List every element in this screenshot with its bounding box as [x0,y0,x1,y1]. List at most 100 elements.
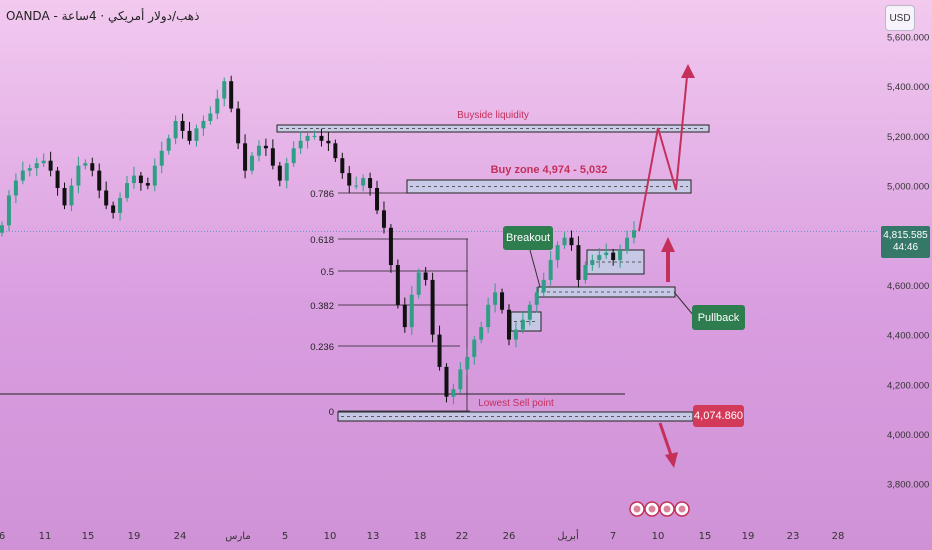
candle-body [430,279,435,335]
fib-level-label: 0.786 [310,189,334,200]
time-tick-label: 10 [324,531,337,542]
candle-body [361,178,366,186]
time-tick-label: 19 [128,531,141,542]
candle-body [354,185,359,187]
candle-body [402,304,407,328]
candle-body [201,120,206,129]
time-tick-label: مارس [225,531,250,542]
projection-path [638,65,689,232]
candle-body [76,165,81,186]
candle-body [562,237,567,246]
time-tick-label: 23 [787,531,800,542]
candle-body [0,225,4,233]
candle-body [55,170,60,189]
economic-event-flag-icon [678,505,686,513]
candle-body [284,163,289,181]
candle-body [381,210,386,228]
candle-body [527,304,532,320]
candle-body [118,197,123,213]
time-tick-label: 10 [652,531,665,542]
current-price-badge: 4,815.585 44:46 [881,226,930,258]
candle-body [479,327,484,340]
economic-event-flag-icon [633,505,641,513]
candle-body [243,143,248,171]
pullback-zone [537,286,676,298]
candle-body [27,168,32,171]
candle-body [465,356,470,370]
candle-body [208,113,213,121]
candle-body [472,339,477,357]
time-tick-label: 24 [174,531,187,542]
breakout-callout: Breakout [503,226,553,250]
time-tick-label: 5 [282,531,288,542]
candle-body [222,81,227,99]
candle-body [97,170,102,191]
economic-event-flag-icon [663,505,671,513]
time-tick-label: 19 [742,531,755,542]
price-tick-label: 4,400.000 [887,331,929,342]
candle-body [618,250,623,261]
lowest-sell-label: Lowest Sell point [478,398,554,409]
pullback-callout: Pullback [692,305,745,330]
currency-button[interactable]: USD [885,5,915,31]
candle-body [548,260,553,280]
candle-body [444,366,449,397]
time-tick-label: 15 [699,531,712,542]
candle-body [215,98,220,114]
candle-body [319,135,324,141]
symbol-title[interactable]: OANDA - ذهب/دولار أمريكي · 4ساعة [6,9,200,23]
time-tick-label: 13 [367,531,380,542]
candle-body [13,180,18,196]
candle-body [159,150,164,166]
time-tick-label: 28 [832,531,845,542]
candle-body [597,255,602,261]
time-axis[interactable]: 6 11 15 19 24 مارس 5 10 13 18 22 26 أبريل 7 10 15 19 23 28 [0,522,878,550]
candle-body [62,188,67,206]
price-tick-label: 4,200.000 [887,380,929,391]
current-price-value: 4,815.585 [883,230,928,241]
candle-body [368,178,373,189]
price-tick-label: 5,600.000 [887,33,929,44]
candle-body [250,155,255,171]
candle-body [125,183,130,198]
price-axis[interactable]: 5,600.000 5,400.000 5,200.000 5,000.000 4,60… [878,0,932,522]
breakout-connector [529,249,541,288]
fib-level-label: 0.618 [310,235,334,246]
candle-body [493,292,498,305]
chart-plot-area[interactable]: 0.786 0.618 0.5 0.382 0.236 0 Buyside liquidit… [0,0,878,522]
lowest-price-badge: 4,074.860 [693,405,744,427]
buyside-liquidity-label: Buyside liquidity [457,110,529,121]
time-tick-label: 7 [610,531,616,542]
candle-body [326,140,331,144]
candle-body [486,304,491,328]
candle-body [333,143,338,159]
price-tick-label: 4,600.000 [887,281,929,292]
candle-body [173,120,178,139]
candle-body [291,148,296,164]
candle-body [604,252,609,256]
candle-body [145,183,150,186]
bearish-arrowhead [665,452,678,468]
candle-body [194,128,199,141]
candle-body [312,135,317,137]
candle-body [340,158,345,174]
candle-body [236,108,241,144]
time-tick-label: أبريل [557,529,579,542]
candle-body [458,369,463,390]
bullish-arrowhead [661,237,675,252]
candle-body [69,185,74,206]
candle-body [166,138,171,151]
candle-body [83,163,88,166]
candle-body [20,170,25,181]
candle-body [576,245,581,280]
candle-body [534,292,539,305]
candle-body [541,279,546,293]
candle-body [90,163,95,171]
candle-body [395,265,400,305]
candle-body [416,272,421,295]
price-tick-label: 5,400.000 [887,82,929,93]
candle-body [506,309,511,340]
fib-level-label: 0.382 [310,301,334,312]
candle-body [138,175,143,184]
